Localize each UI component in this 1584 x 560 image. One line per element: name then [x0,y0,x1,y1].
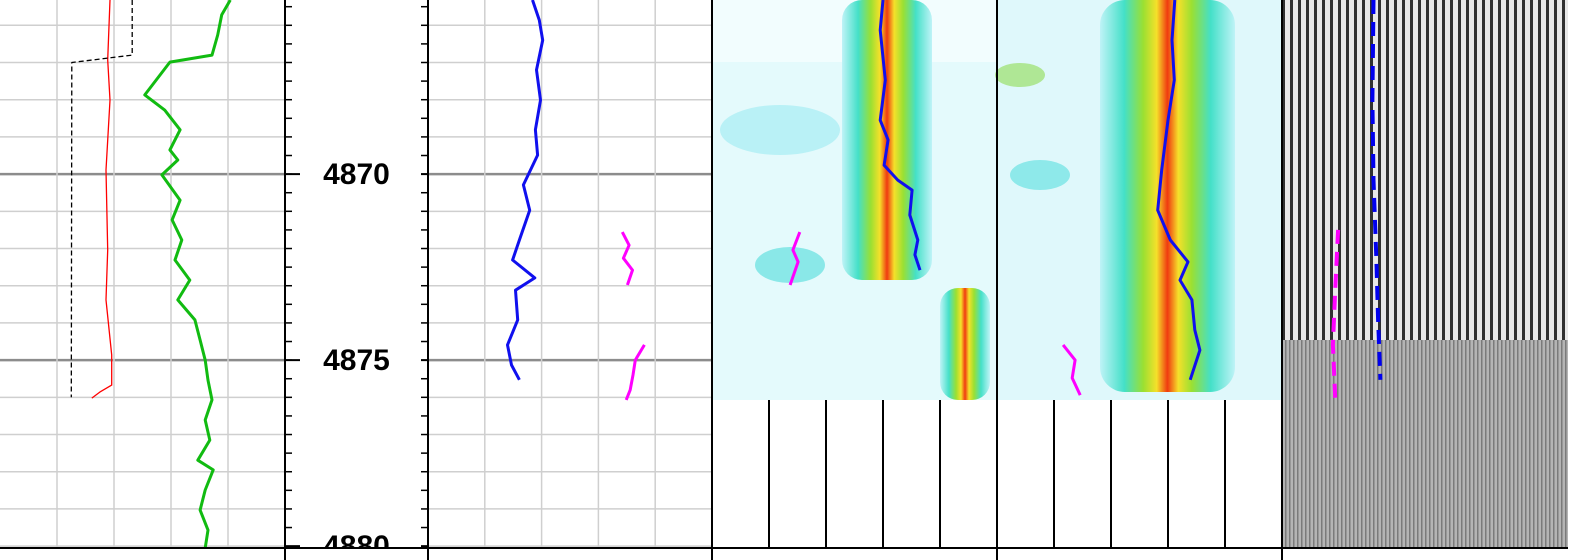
heatmap-blob [720,105,840,155]
backgrounds [712,0,1568,548]
depth-labels: 4870 4875 4880 [323,158,390,560]
log-curve [71,0,132,397]
heatmap-blob [995,63,1045,87]
depth-label: 4880 [323,530,390,560]
seismic-image [1282,340,1568,548]
heatmap-band [1100,0,1235,392]
page: {"chart_data": [ {"type": "line", "xlim"… [0,0,1584,560]
heatmap-band [940,288,990,400]
seismic-image [1282,0,1568,340]
well-log-panel: 4870 4875 4880 [0,0,1584,560]
heatmap-blob [755,247,825,283]
heatmap-blob [1010,160,1070,190]
log-curve [145,0,231,548]
log-curve [622,232,644,400]
depth-label: 4870 [323,158,390,191]
depth-label: 4875 [323,344,390,377]
